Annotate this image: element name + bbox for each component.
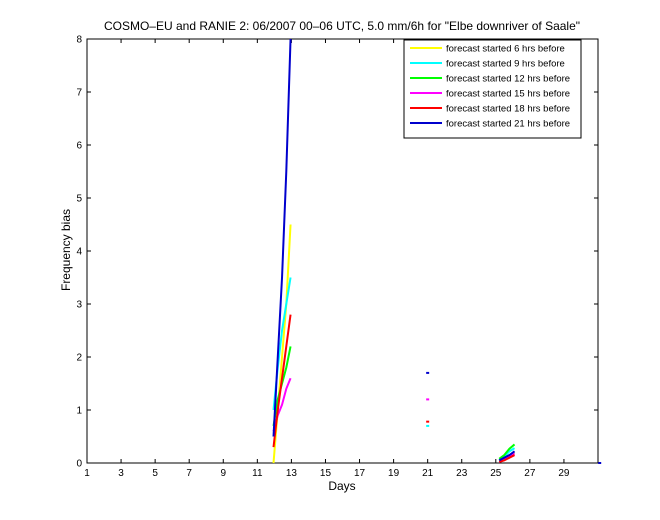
series-segment <box>498 443 516 460</box>
x-axis-label: Days <box>328 479 355 493</box>
x-tick-label: 5 <box>152 468 158 479</box>
x-tick-label: 7 <box>186 468 192 479</box>
series-segment <box>272 314 292 448</box>
y-tick-label: 5 <box>76 194 82 205</box>
x-tick-label: 17 <box>354 468 366 479</box>
x-tick-label: 25 <box>490 468 502 479</box>
y-tick-label: 6 <box>76 141 82 152</box>
x-tick-label: 1 <box>84 468 90 479</box>
series-segment <box>272 38 292 437</box>
legend-box <box>403 39 582 139</box>
series-segment <box>498 454 515 463</box>
x-tick-label: 19 <box>388 468 400 479</box>
x-tick-label: 13 <box>286 468 298 479</box>
x-tick-label: 15 <box>320 468 332 479</box>
legend-label: forecast started 15 hrs before <box>446 89 570 100</box>
x-tick-label: 27 <box>524 468 536 479</box>
chart-title: COSMO–EU and RANIE 2: 06/2007 00–06 UTC,… <box>104 19 580 33</box>
legend-label: forecast started 9 hrs before <box>446 59 565 70</box>
y-tick-label: 7 <box>76 88 82 99</box>
legend: forecast started 6 hrs before forecast st… <box>403 39 582 139</box>
legend-label: forecast started 18 hrs before <box>446 104 570 115</box>
legend-label: forecast started 6 hrs before <box>446 44 565 55</box>
y-tick-label: 3 <box>76 300 82 311</box>
y-tick-label: 8 <box>76 35 82 46</box>
series-line <box>272 314 515 463</box>
series-segment <box>498 450 516 462</box>
series-layer <box>272 38 602 464</box>
legend-label: forecast started 12 hrs before <box>446 74 570 85</box>
x-tick-label: 3 <box>118 468 124 479</box>
x-tick-label: 23 <box>456 468 468 479</box>
series-line <box>272 38 602 464</box>
y-axis-label: Frequency bias <box>59 209 73 291</box>
x-tick-label: 21 <box>422 468 434 479</box>
x-tick-label: 9 <box>220 468 226 479</box>
y-tick-label: 4 <box>76 247 82 258</box>
legend-label: forecast started 21 hrs before <box>446 119 570 130</box>
x-tick-label: 29 <box>558 468 570 479</box>
y-tick-label: 2 <box>76 353 82 364</box>
y-tick-label: 0 <box>76 459 82 470</box>
x-tick-label: 11 <box>252 468 263 479</box>
y-tick-label: 1 <box>76 406 82 417</box>
